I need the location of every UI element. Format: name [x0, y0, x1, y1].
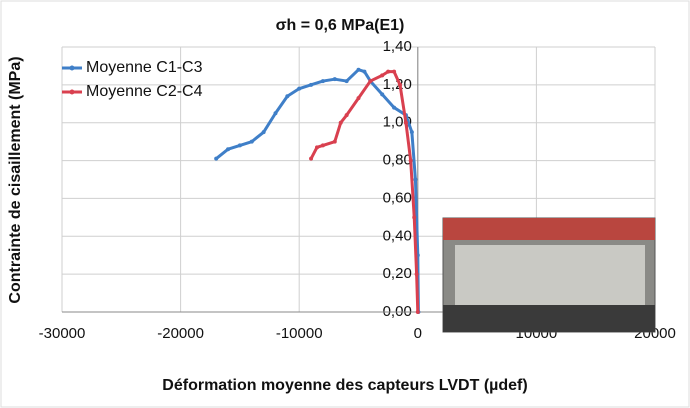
y-tick-label: 1,20	[383, 76, 412, 93]
x-tick-label: 0	[414, 325, 422, 342]
point	[356, 67, 361, 72]
photo-detail	[455, 245, 645, 305]
point	[320, 143, 325, 148]
legend-label: Moyenne C2-C4	[86, 83, 203, 100]
legend-swatch	[69, 89, 75, 95]
point	[320, 79, 325, 84]
chart-title: σh = 0,6 MPa(E1)	[276, 17, 405, 34]
photo-detail	[443, 305, 655, 332]
point	[380, 73, 385, 78]
point	[415, 310, 420, 314]
point	[285, 94, 290, 99]
point	[332, 139, 337, 144]
point	[362, 69, 367, 74]
y-tick-label: 0,20	[383, 265, 412, 282]
point	[273, 111, 278, 116]
y-tick-label: 1,40	[383, 38, 412, 55]
point	[237, 143, 242, 148]
point	[380, 92, 385, 97]
y-tick-label: 0,40	[383, 227, 412, 244]
x-tick-label: -10000	[276, 325, 323, 342]
legend-swatch	[69, 65, 75, 71]
point	[386, 69, 391, 74]
point	[314, 145, 319, 150]
point	[403, 120, 408, 125]
point	[338, 120, 343, 125]
point	[332, 77, 337, 82]
point	[392, 105, 397, 110]
x-tick-label: -20000	[157, 325, 204, 342]
y-tick-label: 0,80	[383, 152, 412, 169]
point	[214, 156, 219, 161]
point	[409, 130, 414, 135]
point	[249, 139, 254, 144]
point	[368, 79, 373, 84]
point	[398, 82, 403, 87]
y-tick-label: 0,00	[383, 303, 412, 320]
point	[309, 156, 314, 161]
point	[392, 69, 397, 74]
point	[356, 96, 361, 101]
x-tick-label: -30000	[39, 325, 86, 342]
point	[261, 130, 266, 135]
legend-label: Moyenne C1-C3	[86, 59, 203, 76]
photo-detail	[443, 218, 655, 240]
point	[412, 215, 417, 220]
point	[408, 158, 413, 163]
y-axis-label: Contrainte de cisaillement (MPa)	[7, 56, 24, 303]
y-tick-label: 0,60	[383, 189, 412, 206]
point	[413, 177, 418, 182]
point	[297, 86, 302, 91]
point	[414, 272, 419, 277]
point	[309, 82, 314, 87]
point	[344, 113, 349, 118]
x-axis-label: Déformation moyenne des capteurs LVDT (µ…	[162, 377, 527, 394]
point	[226, 147, 231, 152]
series-line	[215, 68, 420, 313]
point	[344, 79, 349, 84]
